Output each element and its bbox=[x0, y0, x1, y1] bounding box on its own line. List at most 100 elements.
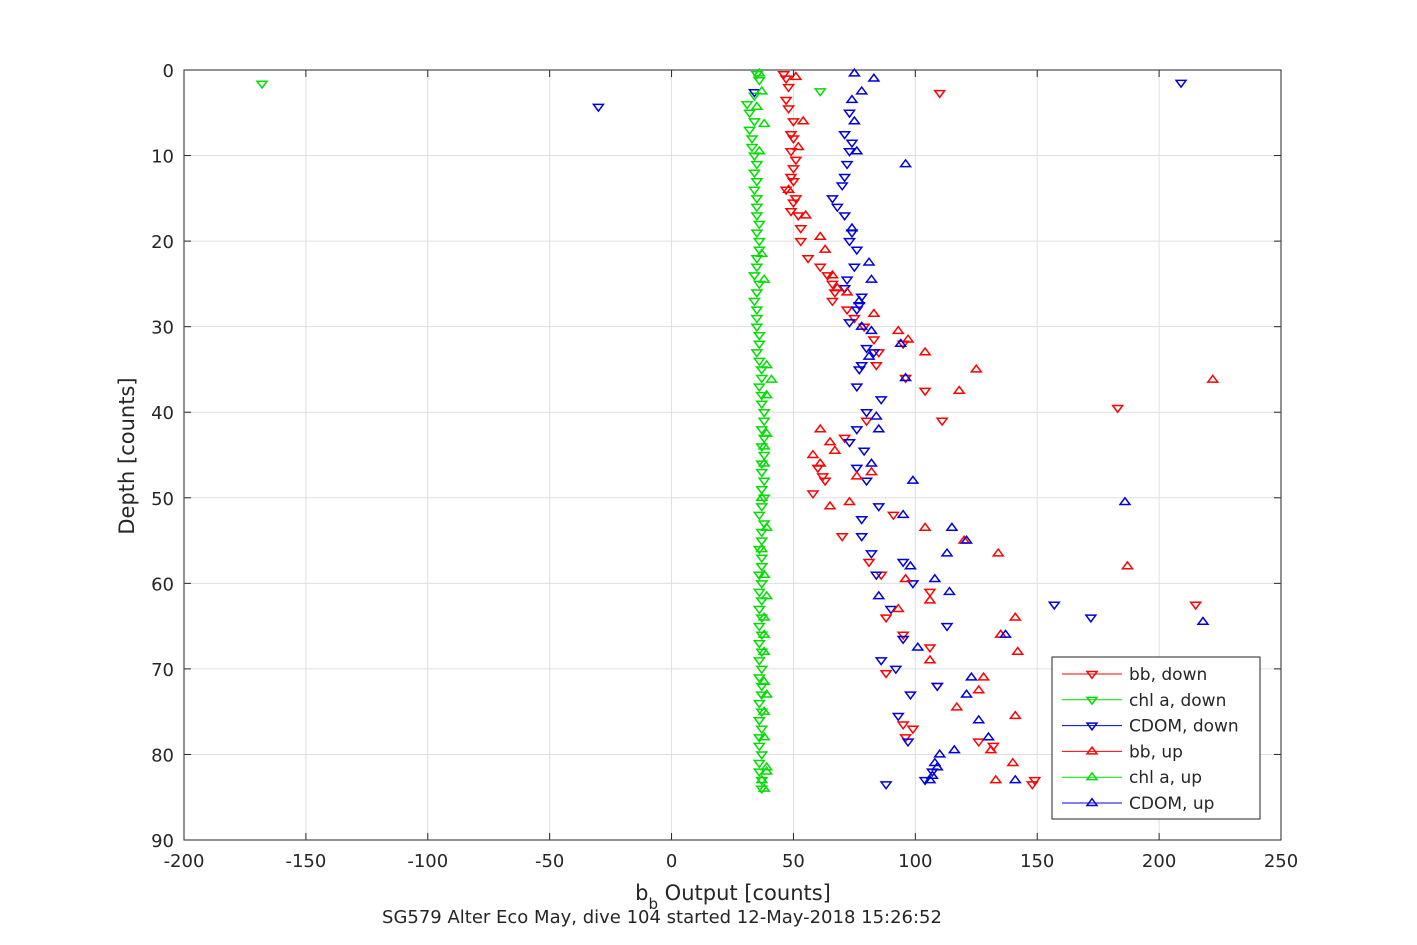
data-point bbox=[923, 594, 937, 604]
data-point bbox=[813, 458, 827, 467]
x-tick-label: -100 bbox=[407, 851, 448, 872]
data-point bbox=[791, 141, 805, 151]
data-point bbox=[972, 714, 986, 724]
data-point bbox=[840, 306, 854, 316]
data-point bbox=[843, 237, 857, 247]
data-point bbox=[750, 160, 764, 170]
data-point bbox=[896, 509, 910, 519]
data-point bbox=[989, 774, 1003, 784]
data-point bbox=[813, 231, 827, 241]
data-point bbox=[847, 263, 861, 273]
data-point bbox=[755, 774, 769, 784]
x-tick-label: -50 bbox=[535, 851, 564, 872]
data-point bbox=[752, 639, 766, 649]
legend-label: chl a, up bbox=[1129, 768, 1202, 788]
data-point bbox=[799, 209, 813, 219]
data-point bbox=[786, 118, 800, 127]
x-tick-label: 200 bbox=[1142, 851, 1176, 872]
data-point bbox=[779, 75, 793, 85]
data-point bbox=[760, 428, 774, 437]
data-point bbox=[860, 477, 874, 487]
data-point bbox=[784, 148, 798, 157]
data-point bbox=[1111, 404, 1125, 414]
data-point bbox=[755, 537, 769, 547]
data-point bbox=[760, 522, 774, 531]
x-axis-label-main: b bbox=[635, 881, 648, 905]
legend-label: CDOM, down bbox=[1129, 717, 1239, 737]
data-point bbox=[840, 286, 854, 296]
data-point bbox=[750, 195, 764, 204]
data-point bbox=[752, 331, 766, 341]
data-point bbox=[745, 143, 759, 153]
data-point bbox=[752, 511, 766, 521]
data-point bbox=[760, 761, 774, 771]
data-point bbox=[940, 547, 954, 557]
data-point bbox=[889, 665, 903, 675]
data-point bbox=[906, 580, 920, 589]
data-point bbox=[852, 295, 866, 305]
chart-caption: SG579 Alter Eco May, dive 104 started 12… bbox=[382, 907, 942, 928]
data-point bbox=[752, 357, 766, 367]
data-point bbox=[862, 558, 876, 568]
data-point bbox=[818, 477, 832, 487]
data-point bbox=[906, 475, 920, 484]
data-point bbox=[864, 325, 878, 335]
x-axis-label-rest: Output [counts] bbox=[658, 881, 831, 905]
legend-marker bbox=[1085, 696, 1099, 706]
data-point bbox=[755, 543, 769, 553]
data-point bbox=[847, 115, 861, 125]
data-point bbox=[825, 280, 839, 290]
data-point bbox=[782, 105, 796, 115]
data-point bbox=[782, 83, 796, 93]
data-point bbox=[1008, 710, 1022, 720]
data-point bbox=[755, 725, 769, 735]
data-point bbox=[752, 340, 766, 350]
data-point bbox=[755, 554, 769, 564]
data-point bbox=[752, 622, 766, 632]
data-point bbox=[755, 460, 769, 470]
data-point bbox=[757, 494, 771, 504]
legend-marker bbox=[1085, 670, 1099, 680]
data-point bbox=[1047, 601, 1061, 611]
data-point bbox=[750, 323, 764, 333]
data-point bbox=[843, 438, 857, 448]
data-point bbox=[935, 417, 949, 427]
data-point bbox=[918, 776, 932, 786]
data-point bbox=[823, 500, 837, 510]
data-point bbox=[960, 535, 974, 544]
x-tick-label: 50 bbox=[782, 851, 805, 872]
data-point bbox=[945, 522, 959, 531]
data-point bbox=[860, 344, 874, 354]
legend-entry: CDOM, up bbox=[1062, 794, 1214, 814]
data-point bbox=[972, 684, 986, 694]
data-point bbox=[864, 466, 878, 476]
data-point bbox=[930, 682, 944, 692]
data-point bbox=[899, 374, 913, 384]
data-point bbox=[796, 115, 810, 125]
data-point bbox=[255, 80, 269, 90]
data-point bbox=[755, 426, 769, 435]
data-point bbox=[757, 440, 771, 450]
data-point bbox=[872, 590, 886, 600]
data-point bbox=[757, 408, 771, 418]
data-point bbox=[942, 586, 956, 596]
y-tick-label: 10 bbox=[151, 147, 174, 168]
data-point bbox=[918, 346, 932, 356]
data-point bbox=[750, 212, 764, 221]
data-point bbox=[750, 314, 764, 324]
data-point bbox=[843, 109, 857, 119]
legend-entry: bb, down bbox=[1062, 665, 1207, 685]
data-point bbox=[838, 173, 852, 183]
data-point bbox=[750, 229, 764, 239]
data-point bbox=[850, 246, 864, 256]
legend-marker bbox=[1085, 771, 1099, 781]
data-point bbox=[1196, 616, 1210, 626]
data-point bbox=[930, 761, 944, 771]
data-point bbox=[891, 712, 905, 722]
data-point bbox=[950, 701, 964, 711]
data-point bbox=[747, 186, 761, 196]
legend-marker bbox=[1085, 797, 1099, 807]
data-point bbox=[879, 781, 893, 790]
data-point bbox=[843, 148, 857, 157]
data-point bbox=[757, 477, 771, 487]
